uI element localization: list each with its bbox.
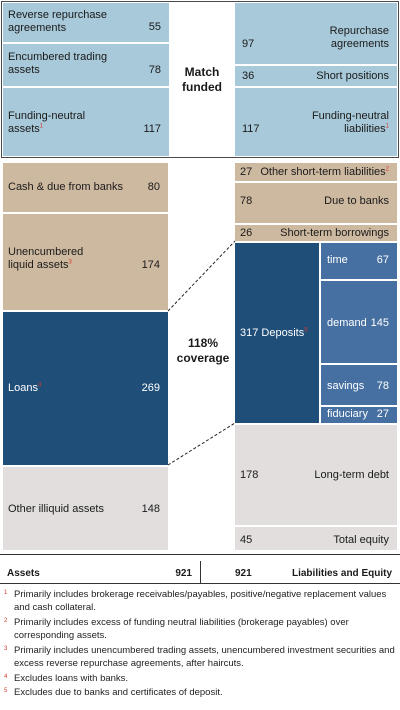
deposits-time-block: time 67: [321, 243, 397, 279]
other-illiquid-value: 148: [141, 503, 160, 515]
assets-total-value: 921: [175, 568, 192, 579]
deposits-label: 317 Deposits5: [240, 327, 308, 339]
short-term-borrowings-block: 26 Short-term borrowings: [235, 225, 397, 241]
deposits-fiduciary-label: fiduciary: [327, 408, 368, 420]
footnote-3-text: Primarily includes unencumbered trading …: [14, 645, 395, 669]
due-to-banks-label: Due to banks: [324, 195, 389, 207]
other-short-term-value: 27: [240, 166, 253, 178]
long-term-debt-block: 178 Long-term debt: [235, 425, 397, 525]
other-illiquid-label: Other illiquid assets: [8, 503, 104, 515]
footnote-2-text: Primarily includes excess of funding neu…: [14, 617, 349, 641]
deposits-fiduciary-block: fiduciary 27: [321, 407, 397, 423]
footnote-5: 5 Excludes due to banks and certificates…: [4, 686, 396, 699]
other-short-term-block: 27 Other short-term liabilities2: [235, 163, 397, 181]
cash-due-from-banks-value: 80: [147, 181, 160, 193]
long-term-debt-label: Long-term debt: [314, 469, 389, 481]
short-positions-label: Short positions: [316, 70, 389, 82]
other-short-term-label: Other short-term liabilities2: [260, 166, 389, 178]
unencumbered-liquid-block: Unencumbered liquid assets3 174: [3, 214, 168, 310]
repo-label: Repurchase agreements: [329, 25, 389, 50]
coverage-label: 118% coverage: [176, 336, 230, 365]
encumbered-trading-value: 78: [148, 64, 161, 76]
unencumbered-liquid-value: 174: [141, 259, 160, 271]
funding-neutral-assets-value: 117: [143, 123, 161, 135]
short-positions-block: 36 Short positions: [235, 66, 397, 86]
footnote-3-number: 3: [4, 646, 8, 652]
footnote-1-number: 1: [4, 590, 8, 596]
funding-neutral-assets-block: Funding-neutral assets1 117: [3, 88, 169, 156]
encumbered-trading-block: Encumbered trading assets 78: [3, 44, 169, 86]
deposits-time-value: 67: [376, 254, 389, 266]
deposits-time-label: time: [327, 254, 348, 266]
cash-due-from-banks-label: Cash & due from banks: [8, 181, 123, 193]
due-to-banks-value: 78: [240, 195, 253, 207]
deposits-savings-block: savings 78: [321, 365, 397, 405]
totals-divider: [200, 561, 201, 584]
deposits-demand-block: demand 145: [321, 281, 397, 363]
repo-block: 97 Repurchase agreements: [235, 3, 397, 64]
assets-total-label: Assets: [7, 568, 40, 579]
funding-neutral-liabilities-block: 117 Funding-neutral liabilities1: [235, 88, 397, 156]
long-term-debt-value: 178: [240, 469, 259, 481]
deposits-savings-label: savings: [327, 380, 365, 392]
reverse-repo-value: 55: [148, 21, 161, 33]
deposits-demand-label: demand: [327, 317, 367, 329]
reverse-repo-label: Reverse repurchase agreements: [8, 9, 108, 34]
loans-block: Loans4 269: [3, 312, 168, 465]
footnote-4-text: Excludes loans with banks.: [14, 673, 129, 684]
short-term-borrowings-label: Short-term borrowings: [280, 227, 389, 239]
total-equity-label: Total equity: [333, 534, 389, 546]
funding-neutral-assets-label: Funding-neutral assets1: [8, 110, 86, 135]
liabilities-total-label: Liabilities and Equity: [291, 568, 392, 579]
footnote-2: 2 Primarily includes excess of funding n…: [4, 616, 396, 642]
funding-neutral-liabilities-value: 117: [242, 123, 260, 135]
reverse-repo-block: Reverse repurchase agreements 55: [3, 3, 169, 42]
repo-value: 97: [242, 38, 255, 50]
match-funded-frame: [1, 1, 399, 158]
cash-due-from-banks-block: Cash & due from banks 80: [3, 163, 168, 212]
short-positions-value: 36: [242, 70, 255, 82]
match-funded-label: Match funded: [182, 65, 222, 94]
footnote-5-text: Excludes due to banks and certificates o…: [14, 687, 223, 698]
loans-label: Loans4: [8, 382, 42, 394]
total-equity-value: 45: [240, 534, 253, 546]
total-equity-block: 45 Total equity: [235, 527, 397, 550]
footnote-5-number: 5: [4, 688, 8, 694]
funding-neutral-liabilities-label: Funding-neutral liabilities1: [311, 110, 389, 135]
loans-value: 269: [141, 382, 160, 394]
liabilities-total-value: 921: [235, 568, 252, 579]
footnote-1: 1 Primarily includes brokerage receivabl…: [4, 588, 396, 614]
footnote-3: 3 Primarily includes unencumbered tradin…: [4, 644, 396, 670]
short-term-borrowings-value: 26: [240, 227, 253, 239]
footnote-4: 4 Excludes loans with banks.: [4, 672, 396, 685]
footnote-2-number: 2: [4, 618, 8, 624]
footnote-4-number: 4: [4, 674, 8, 680]
deposits-savings-value: 78: [376, 380, 389, 392]
encumbered-trading-label: Encumbered trading assets: [8, 51, 108, 76]
deposits-demand-value: 145: [370, 317, 389, 329]
unencumbered-liquid-label: Unencumbered liquid assets3: [8, 246, 84, 271]
footnote-1-text: Primarily includes brokerage receivables…: [14, 589, 387, 613]
due-to-banks-block: 78 Due to banks: [235, 183, 397, 223]
totals-row: Assets 921 921 Liabilities and Equity: [0, 554, 400, 584]
other-illiquid-block: Other illiquid assets 148: [3, 467, 168, 550]
deposits-block: 317 Deposits5: [235, 243, 319, 423]
deposits-fiduciary-value: 27: [376, 408, 389, 420]
